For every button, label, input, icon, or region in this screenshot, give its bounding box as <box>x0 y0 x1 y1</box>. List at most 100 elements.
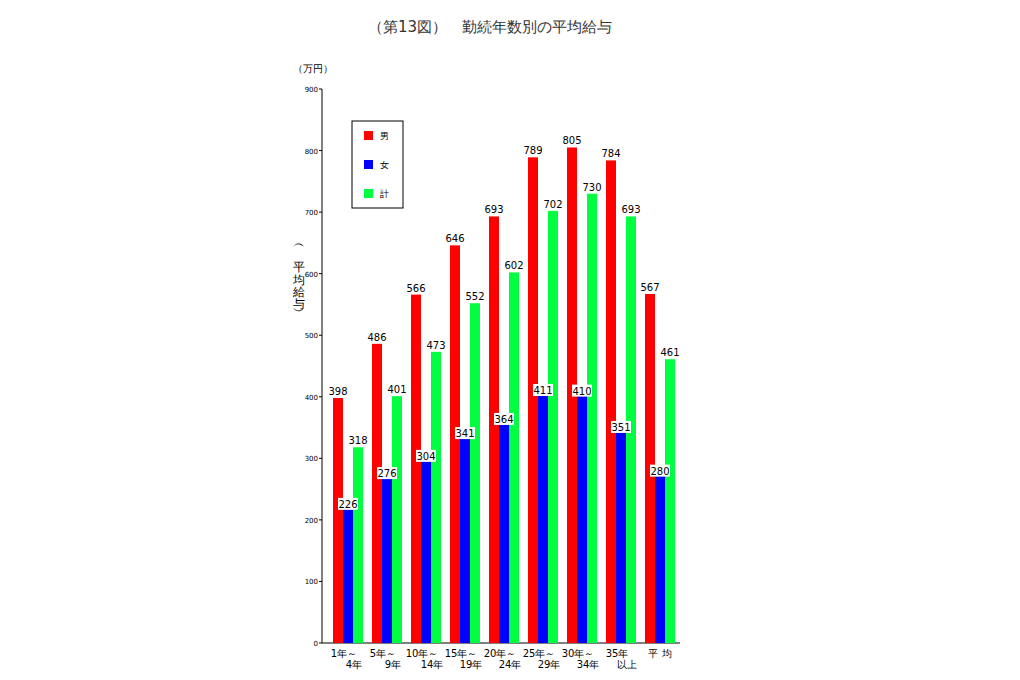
x-tick-label-line: 以上 <box>617 659 637 670</box>
data-label: 567 <box>640 282 659 293</box>
x-tick-label-line: 9年 <box>385 659 401 670</box>
x-tick-label: 5年～9年 <box>370 648 401 670</box>
x-tick-label-line: 29年 <box>538 659 561 670</box>
bar <box>411 295 421 643</box>
bars <box>333 147 675 643</box>
legend-swatch <box>364 131 373 140</box>
y-tick <box>319 212 322 213</box>
data-label: 341 <box>455 428 474 439</box>
y-tick <box>319 643 322 644</box>
data-label: 693 <box>484 204 503 215</box>
x-tick-label: 1年～4年 <box>331 648 362 670</box>
data-label: 351 <box>611 422 630 433</box>
bar <box>665 359 675 643</box>
legend-swatch <box>364 189 373 198</box>
bar <box>509 272 519 643</box>
x-tick-label-line: 34年 <box>577 659 600 670</box>
data-label-bg <box>416 450 436 462</box>
x-tick-label-line: 14年 <box>421 659 444 670</box>
data-label: 646 <box>445 233 464 244</box>
legend: 男女計 <box>352 121 403 208</box>
x-tick-label-line: 35年 <box>606 648 629 659</box>
data-label: 410 <box>572 386 591 397</box>
x-tick-label: 15年～19年 <box>445 648 483 670</box>
data-label: 401 <box>387 384 406 395</box>
data-labels: 3982263184862764015663044736463415526933… <box>328 135 679 509</box>
bar <box>353 447 363 643</box>
data-label: 730 <box>582 182 601 193</box>
data-label: 473 <box>426 340 445 351</box>
y-tick <box>319 581 322 582</box>
y-tick <box>319 150 322 151</box>
title: （第13図） 勤続年数別の平均給与 <box>368 18 612 36</box>
data-label: 789 <box>523 145 542 156</box>
x-tick-label: 10年～14年 <box>406 648 444 670</box>
legend-label: 計 <box>380 189 389 199</box>
bar <box>528 157 538 643</box>
bar <box>382 473 392 643</box>
data-label-bg <box>338 498 358 510</box>
data-label: 566 <box>406 283 425 294</box>
y-tick <box>319 335 322 336</box>
y-tick <box>319 396 322 397</box>
data-label-bg <box>572 385 592 397</box>
data-label: 364 <box>494 414 513 425</box>
bar <box>548 211 558 643</box>
x-tick-label-line: 10年～ <box>406 648 439 659</box>
y-tick <box>319 89 322 90</box>
data-label: 702 <box>543 199 562 210</box>
bar <box>333 398 343 643</box>
data-label-bg <box>494 413 514 425</box>
y-tick-label: 900 <box>305 86 318 94</box>
bar <box>489 216 499 643</box>
bar <box>606 160 616 643</box>
y-tick-label: 600 <box>305 271 318 279</box>
legend-swatch <box>364 160 373 169</box>
data-label: 318 <box>348 435 367 446</box>
x-tick-label-line: 24年 <box>499 659 522 670</box>
data-label: 304 <box>416 451 435 462</box>
x-tick-label: 35年以上 <box>606 648 637 670</box>
chart: （第13図） 勤続年数別の平均給与（万円）（平均給与）0100200300400… <box>0 0 1020 680</box>
x-tick-label: 平 均 <box>648 648 671 659</box>
data-label-bg <box>533 384 553 396</box>
data-label-bg <box>455 427 475 439</box>
legend-label: 女 <box>380 160 389 170</box>
x-tick-label-line: 1年～ <box>331 648 357 659</box>
bar <box>499 419 509 643</box>
y-tick-label: 300 <box>305 455 318 463</box>
data-label: 693 <box>621 204 640 215</box>
data-label: 461 <box>660 347 679 358</box>
bar <box>460 433 470 643</box>
bar <box>392 396 402 643</box>
data-label-bg <box>611 421 631 433</box>
bar <box>655 471 665 643</box>
legend-label: 男 <box>380 131 389 141</box>
x-tick-label: 30年～34年 <box>562 648 600 670</box>
data-label-bg <box>377 467 397 479</box>
data-label-bg <box>650 465 670 477</box>
y-tick-label: 100 <box>305 578 318 586</box>
x-tick-label: 25年～29年 <box>523 648 561 670</box>
legend-box <box>352 121 403 208</box>
y-tick-label: 0 <box>314 640 318 648</box>
bar <box>450 245 460 643</box>
data-label: 602 <box>504 260 523 271</box>
bar <box>343 504 353 643</box>
bar <box>577 391 587 643</box>
x-tick-label: 20年～24年 <box>484 648 522 670</box>
x-tick-label-line: 20年～ <box>484 648 517 659</box>
y-tick-label: 500 <box>305 332 318 340</box>
x-tick-label-line: 4年 <box>346 659 362 670</box>
y-tick <box>319 458 322 459</box>
bar <box>587 194 597 643</box>
data-label: 805 <box>562 135 581 146</box>
y-tick <box>319 519 322 520</box>
x-tick-label-line: 5年～ <box>370 648 396 659</box>
bar <box>431 352 441 643</box>
data-label: 486 <box>367 332 386 343</box>
y-axis <box>322 89 323 643</box>
bar <box>372 344 382 643</box>
data-label: 552 <box>465 291 484 302</box>
x-tick-label-line: 30年～ <box>562 648 595 659</box>
